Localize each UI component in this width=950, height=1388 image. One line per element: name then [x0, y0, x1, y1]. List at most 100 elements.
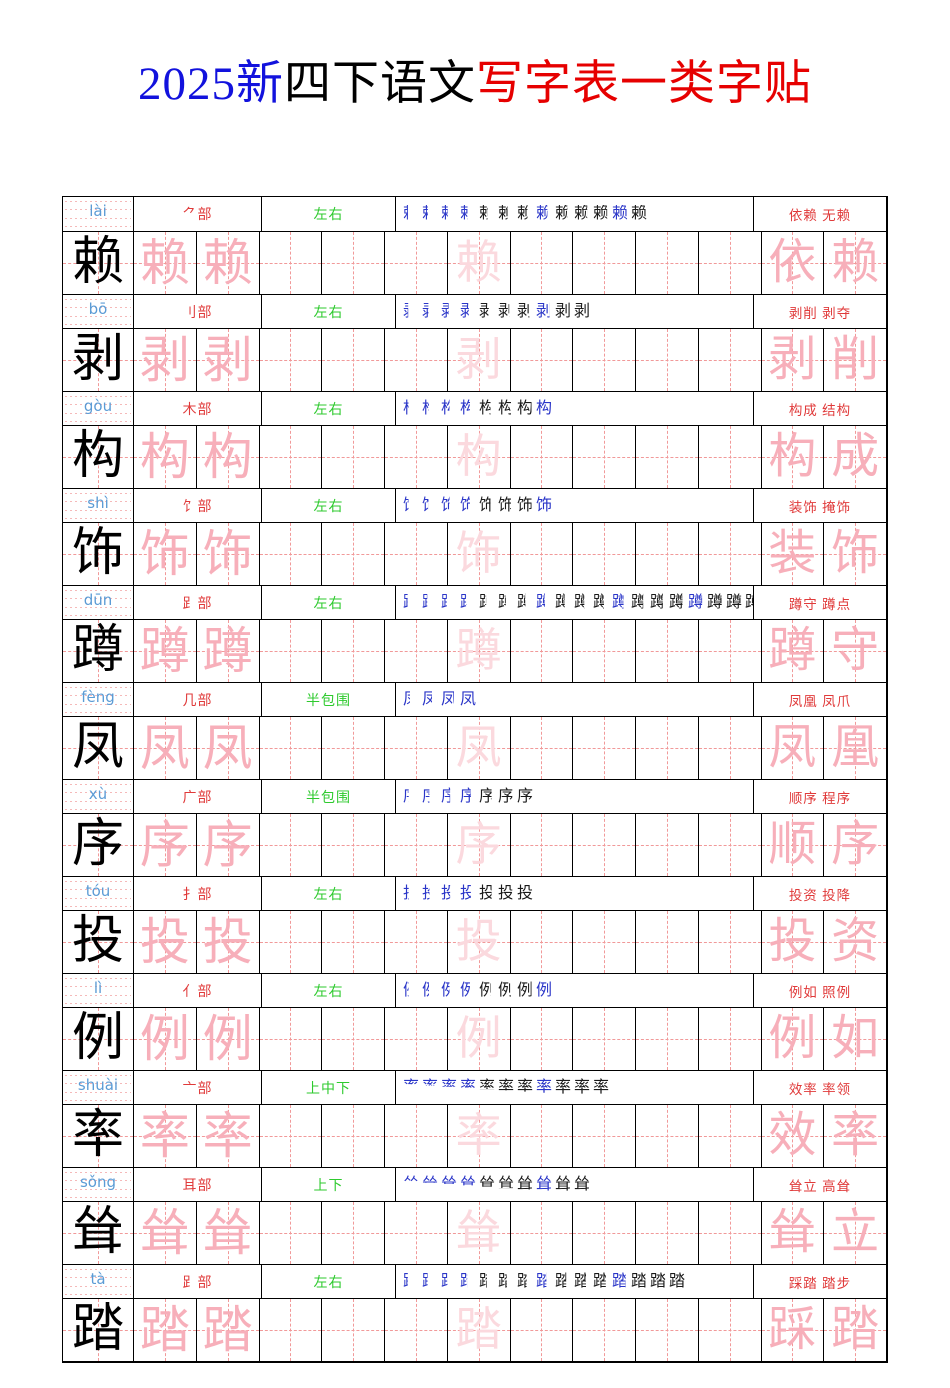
stroke-step-4: 例: [460, 981, 477, 999]
stroke-step-3: 踏: [441, 1272, 458, 1290]
stroke-step-1: 踏: [403, 1272, 420, 1290]
practice-cell: 踏: [446, 1298, 510, 1361]
faded-guide-character: 踏: [455, 1304, 502, 1355]
practice-cell: 赖: [133, 231, 196, 294]
word-trace-cell: 构: [760, 425, 824, 488]
practice-cell: [697, 328, 761, 391]
stroke-step-14: 踏: [650, 1272, 667, 1290]
practice-cell: [697, 425, 761, 488]
stroke-step-11: 率: [593, 1078, 610, 1096]
practice-cell: [509, 619, 573, 682]
practice-cell: [572, 522, 635, 585]
practice-cell: [635, 522, 698, 585]
stroke-step-15: 蹲: [669, 593, 686, 611]
stroke-step-3: 投: [441, 884, 458, 902]
faded-guide-character: 饰: [455, 528, 502, 579]
word-trace-cell: 踩: [760, 1298, 824, 1361]
stroke-step-9: 赖: [555, 205, 572, 222]
practice-cell: [258, 425, 322, 488]
trace-character: 剥: [139, 332, 190, 388]
practice-cell: [572, 716, 635, 779]
practice-cell: [321, 619, 384, 682]
practice-cell: [509, 328, 573, 391]
radical-label: 亠部: [133, 1070, 261, 1104]
stroke-step-5: 率: [479, 1078, 496, 1096]
character-row: xù 广部 半包围序序序序序序序顺序 程序序序序序顺序: [63, 779, 886, 876]
stroke-step-4: 投: [460, 884, 477, 902]
trace-character: 率: [139, 1108, 190, 1164]
word-trace-cell: 依: [760, 231, 824, 294]
practice-cell: [258, 813, 322, 876]
word-trace-cell: 效: [760, 1104, 824, 1167]
stroke-step-4: 剥: [460, 302, 477, 320]
word-trace-cell: 例: [760, 1007, 824, 1070]
stroke-step-3: 率: [441, 1078, 458, 1096]
practice-row: 序序序序顺序: [63, 813, 886, 876]
example-words: 剥削 剥夺: [753, 294, 886, 328]
example-words: 踩踏 踏步: [753, 1264, 886, 1298]
practice-cell: [258, 619, 322, 682]
pinyin-cell: fèng: [63, 682, 133, 716]
structure-label: 半包围: [261, 682, 395, 716]
pinyin-cell: gòu: [63, 391, 133, 425]
character-row: tóu 扌部 左右投投投投投投投投资 投降投投投投投资: [63, 876, 886, 973]
model-character-cell: 序: [63, 813, 133, 876]
stroke-step-13: 赖: [631, 205, 648, 222]
model-character: 耸: [71, 1204, 124, 1261]
pinyin-guide: bō: [65, 298, 131, 325]
stroke-step-10: 耸: [574, 1175, 591, 1193]
practice-cell: [572, 328, 635, 391]
practice-row: 凤凤凤凤凤凰: [63, 716, 886, 779]
stroke-step-9: 剥: [555, 302, 572, 320]
practice-cell: [697, 1007, 761, 1070]
practice-cell: 蹲: [446, 619, 510, 682]
word-trace-character-1: 剥: [768, 333, 817, 386]
practice-cell: [258, 1201, 322, 1264]
stroke-step-2: 剥: [422, 302, 439, 320]
pinyin-cell: shì: [63, 488, 133, 522]
stroke-step-12: 蹲: [612, 593, 629, 611]
stroke-step-6: 构: [498, 399, 515, 417]
pinyin-cell: dūn: [63, 585, 133, 619]
word-trace-cell: 资: [823, 910, 886, 973]
practice-cell: [258, 716, 322, 779]
trace-character: 例: [139, 1011, 190, 1067]
stroke-step-1: 饰: [403, 496, 420, 514]
practice-cell: [697, 522, 761, 585]
practice-cell: [697, 1104, 761, 1167]
practice-cell: [509, 910, 573, 973]
row-header: fèng 几部 半包围凤凤凤凤凤凰 凤爪: [63, 682, 886, 716]
pinyin-guide: shuài: [65, 1074, 131, 1101]
stroke-step-7: 序: [517, 787, 534, 805]
stroke-step-10: 率: [574, 1078, 591, 1096]
word-trace-character-1: 构: [768, 430, 817, 483]
stroke-step-4: 率: [460, 1078, 477, 1096]
page-title: 2025新四下语文写字表一类字贴: [0, 44, 950, 113]
practice-cell: [572, 1201, 635, 1264]
stroke-step-1: 蹲: [403, 593, 420, 611]
stroke-step-2: 序: [422, 787, 439, 805]
word-trace-cell: 如: [823, 1007, 886, 1070]
radical-label: 几部: [133, 682, 261, 716]
practice-cell: [258, 910, 322, 973]
practice-cell: 投: [195, 910, 259, 973]
pinyin-cell: tóu: [63, 876, 133, 910]
model-character-cell: 赖: [63, 231, 133, 294]
practice-cell: 耸: [446, 1201, 510, 1264]
pinyin-cell: tà: [63, 1264, 133, 1298]
practice-cell: 序: [446, 813, 510, 876]
faded-guide-character: 剥: [455, 334, 502, 385]
practice-cell: [697, 716, 761, 779]
stroke-step-7: 饰: [517, 496, 534, 514]
model-character-cell: 蹲: [63, 619, 133, 682]
stroke-step-3: 耸: [441, 1175, 458, 1193]
stroke-step-7: 耸: [517, 1175, 534, 1193]
stroke-step-5: 构: [479, 399, 496, 417]
stroke-step-5: 蹲: [479, 593, 496, 611]
practice-cell: [321, 231, 384, 294]
practice-cell: [258, 1007, 322, 1070]
radical-label: 饣部: [133, 488, 261, 522]
pinyin-guide: fèng: [65, 686, 131, 713]
row-header: bō 刂部 左右剥剥剥剥剥剥剥剥剥剥剥削 剥夺: [63, 294, 886, 328]
faded-guide-character: 序: [455, 819, 502, 870]
